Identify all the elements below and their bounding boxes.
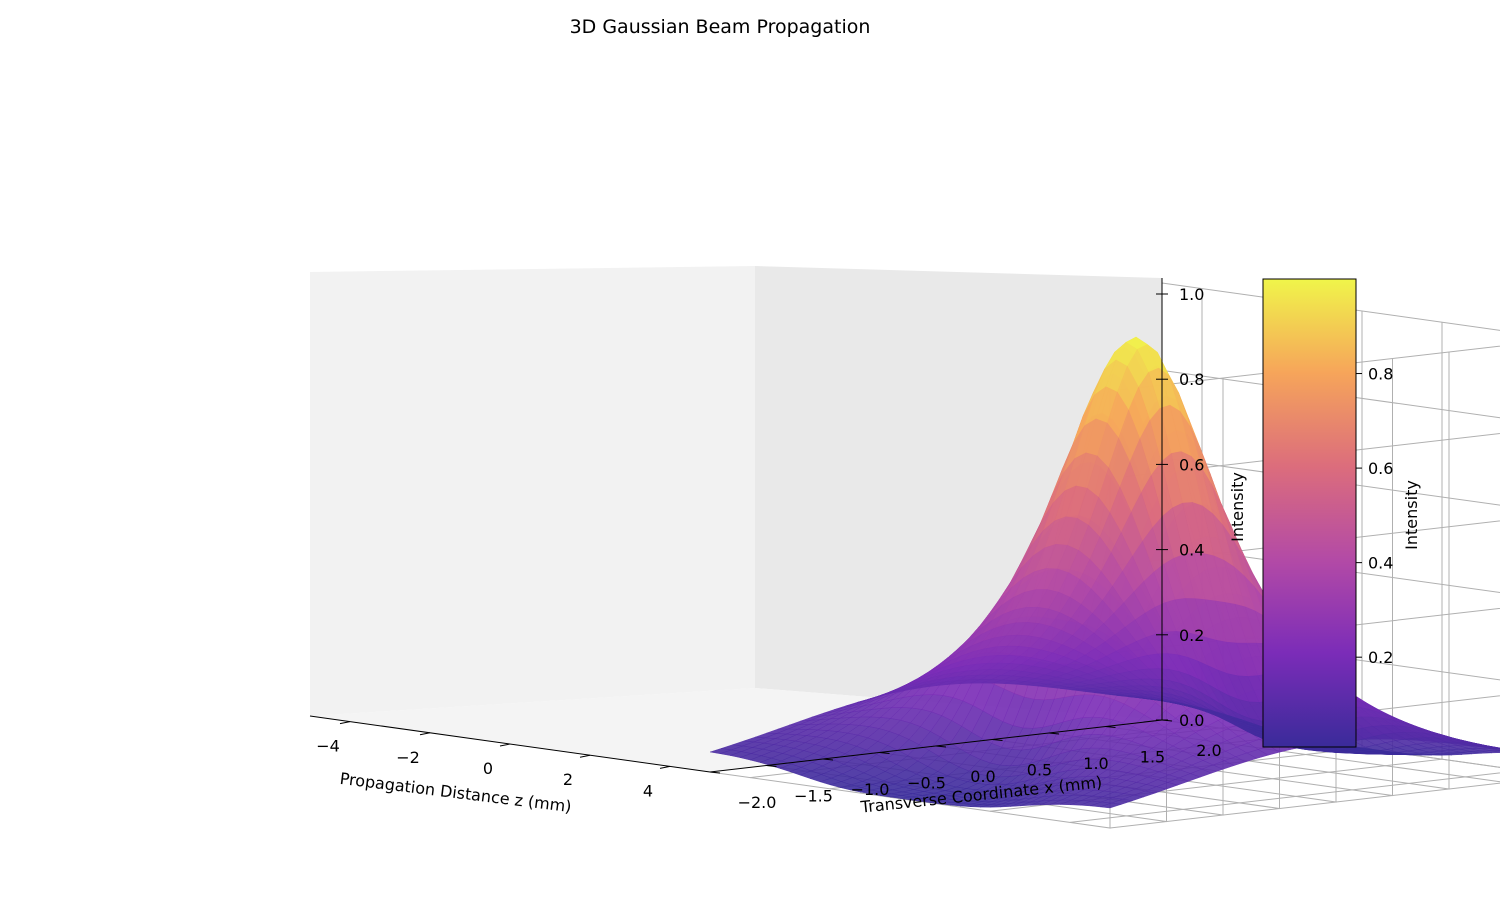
intensity-tick-label: 0.6 <box>1179 455 1204 474</box>
intensity-axis-ticks: 0.0 0.2 0.4 0.6 0.8 1.0 <box>1156 285 1204 730</box>
colorbar-tick-label: 0.6 <box>1368 459 1393 478</box>
intensity-tick-label: 0.2 <box>1179 626 1204 645</box>
transverse-tick <box>1161 719 1173 722</box>
transverse-tick-label: 2.0 <box>1196 741 1221 760</box>
transverse-tick-label: 1.5 <box>1140 748 1165 767</box>
intensity-tick-label: 0.8 <box>1179 370 1204 389</box>
back-pane <box>310 266 755 716</box>
colorbar-tick-label: 0.4 <box>1368 554 1393 573</box>
transverse-tick <box>992 739 1003 741</box>
propagation-tick <box>579 754 591 758</box>
propagation-axis-label: Propagation Distance z (mm) <box>339 769 573 816</box>
transverse-tick-label: 0.0 <box>970 767 995 786</box>
propagation-axis-ticks: −4 −2 0 2 4 <box>316 721 671 800</box>
transverse-tick <box>709 771 721 774</box>
propagation-tick-label: 0 <box>483 759 493 778</box>
propagation-tick <box>339 721 351 725</box>
transverse-tick-label: 0.5 <box>1027 761 1052 780</box>
transverse-tick-label: −0.5 <box>907 774 946 793</box>
transverse-tick-label: −1.5 <box>794 787 833 806</box>
transverse-tick-label: 1.0 <box>1083 754 1108 773</box>
transverse-tick <box>879 752 890 754</box>
colorbar-tick-label: 0.8 <box>1368 365 1393 384</box>
propagation-tick-label: −4 <box>316 737 340 756</box>
transverse-tick <box>766 765 777 767</box>
propagation-tick-label: −2 <box>396 748 420 767</box>
propagation-gridline <box>1069 772 1500 823</box>
transverse-tick <box>1048 732 1060 735</box>
intensity-axis-label: Intensity <box>1228 472 1247 542</box>
surface-patch <box>1490 750 1500 753</box>
propagation-tick <box>499 743 511 747</box>
intensity-tick-label: 0.0 <box>1179 711 1204 730</box>
transverse-tick-label: −1.0 <box>851 780 890 799</box>
propagation-tick-label: 4 <box>643 781 653 800</box>
propagation-tick-label: 2 <box>563 770 573 789</box>
propagation-tick <box>419 732 431 736</box>
colorbar-ticks: 0.2 0.4 0.6 0.8 <box>1356 365 1393 667</box>
intensity-tick-label: 0.4 <box>1179 541 1204 560</box>
colorbar-label: Intensity <box>1402 480 1421 550</box>
colorbar: 0.2 0.4 0.6 0.8 Intensity <box>1262 278 1421 748</box>
propagation-tick <box>659 765 671 769</box>
transverse-tick-label: −2.0 <box>738 793 777 812</box>
chart-title: 3D Gaussian Beam Propagation <box>570 16 871 38</box>
transverse-tick <box>1105 726 1116 728</box>
colorbar-gradient <box>1262 278 1357 748</box>
colorbar-tick-label: 0.2 <box>1368 648 1393 667</box>
transverse-axis-ticks: −2.0 −1.5 −1.0 −0.5 0.0 0.5 1.0 1.5 2.0 <box>709 719 1222 812</box>
transverse-tick <box>935 745 947 748</box>
transverse-tick <box>822 758 834 761</box>
intensity-tick-label: 1.0 <box>1179 285 1204 304</box>
